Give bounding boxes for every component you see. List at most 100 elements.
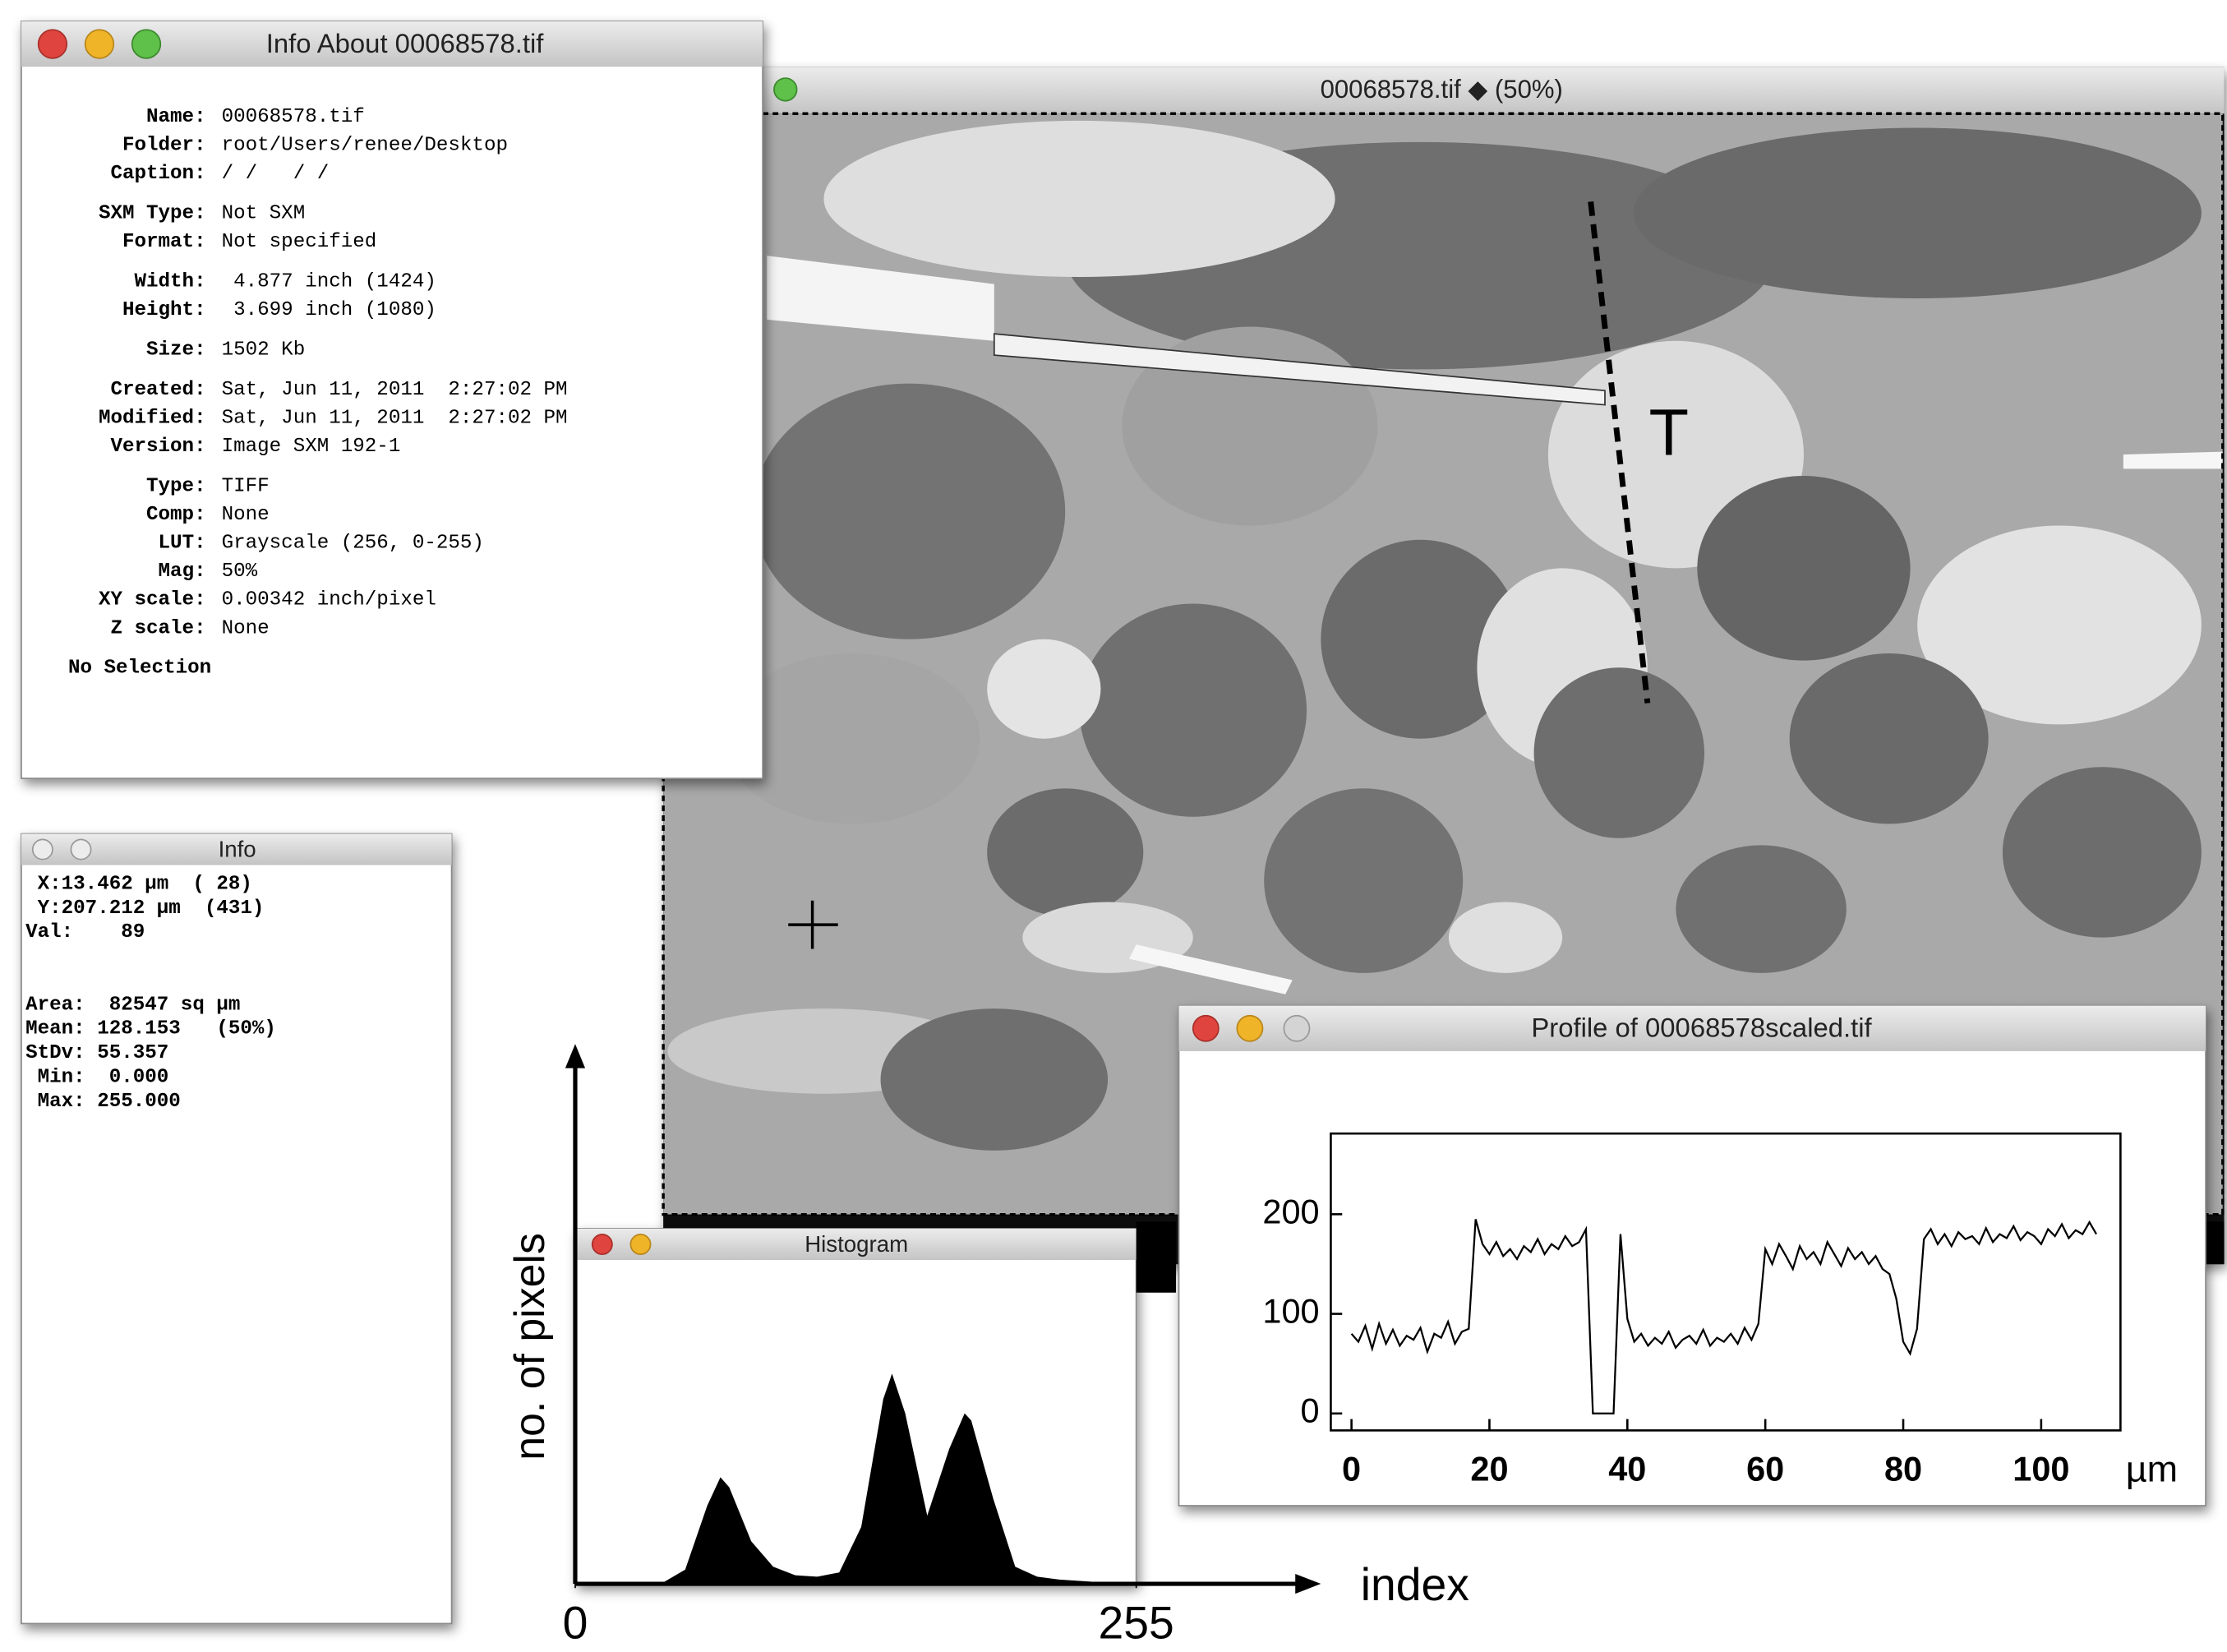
field-label: Width:	[135, 271, 206, 293]
field-label: LUT:	[159, 533, 206, 555]
grain	[753, 384, 1065, 639]
field-label: Z scale:	[110, 617, 205, 639]
field-value: 50%	[222, 561, 258, 583]
field-value: 0.00342 inch/pixel	[222, 589, 436, 611]
grain	[1264, 788, 1463, 973]
window-title: Profile of 00068578scaled.tif	[1531, 1013, 1872, 1043]
x-tick-label: 80	[1884, 1449, 1922, 1488]
field-label: Folder:	[122, 135, 206, 157]
grain	[1790, 653, 1989, 824]
field-value: Image SXM 192-1	[222, 436, 401, 458]
histogram-window: Histogram	[575, 1229, 1137, 1584]
field-value: 00068578.tif	[222, 106, 365, 128]
field-label: SXM Type:	[99, 203, 206, 225]
field-label: Comp:	[146, 504, 206, 526]
x-axis-label: index	[1361, 1559, 1470, 1610]
x-tick-label: 20	[1470, 1449, 1508, 1488]
window-edge	[2206, 1221, 2224, 1264]
field-label: Caption:	[110, 163, 205, 185]
window-title: Info	[219, 837, 256, 862]
x-tick-label: 0	[563, 1598, 588, 1649]
y-tick-label: 200	[1262, 1192, 1319, 1230]
field-value: root/Users/renee/Desktop	[222, 135, 508, 157]
grain	[2123, 452, 2223, 469]
field-value: None	[222, 617, 270, 639]
field-label: Size:	[146, 339, 206, 362]
field-label: Version:	[110, 436, 205, 458]
window-button[interactable]	[33, 839, 53, 859]
window-edge	[1137, 1221, 1176, 1292]
grain	[987, 788, 1143, 916]
field-value: Not specified	[222, 231, 377, 253]
field-label: Mag:	[159, 561, 206, 583]
field-value: Sat, Jun 11, 2011 2:27:02 PM	[222, 379, 568, 401]
field-label: Modified:	[99, 408, 206, 430]
window-button[interactable]	[1193, 1016, 1219, 1041]
x-tick-label: 40	[1608, 1449, 1646, 1488]
info-about-window: Info About 00068578.tif Name: 00068578.tif…	[21, 21, 763, 778]
x-axis-arrow	[1295, 1574, 1321, 1594]
info-line: X:13.462 µm ( 28)	[25, 873, 252, 895]
grain	[1534, 667, 1704, 838]
field-value: Sat, Jun 11, 2011 2:27:02 PM	[222, 408, 568, 430]
window-button[interactable]	[85, 30, 114, 58]
zoom-button[interactable]	[774, 78, 797, 101]
x-tick-label: 60	[1746, 1449, 1784, 1488]
field-value: TIFF	[222, 475, 270, 497]
y-tick-label: 0	[1301, 1391, 1320, 1430]
field-label: Name:	[146, 106, 206, 128]
window-button[interactable]	[1284, 1016, 1309, 1041]
grain	[1697, 476, 1910, 661]
field-label: XY scale:	[99, 589, 206, 611]
window-title: 00068578.tif ◆ (50%)	[1321, 75, 1563, 104]
window-button[interactable]	[630, 1234, 650, 1254]
info-line: Min: 0.000	[25, 1066, 168, 1088]
grain	[987, 639, 1100, 739]
window-button[interactable]	[592, 1234, 612, 1254]
field-label: Type:	[146, 475, 206, 497]
grain	[1634, 128, 2202, 298]
grain	[2003, 767, 2202, 937]
window-title: Info About 00068578.tif	[266, 28, 545, 58]
window-button[interactable]	[132, 30, 161, 58]
y-axis-label: no. of pixels	[505, 1233, 553, 1460]
x-unit-label: µm	[2126, 1447, 2178, 1489]
field-label: Format:	[122, 231, 206, 253]
info-line: StDv: 55.357	[25, 1042, 168, 1064]
x-tick-label: 100	[2013, 1449, 2069, 1488]
field-value: Grayscale (256, 0-255)	[222, 533, 484, 555]
field-value: Not SXM	[222, 203, 306, 225]
info-line: Area: 82547 sq µm	[25, 994, 240, 1016]
screenshot: 00068578.tif ◆ (50%)	[0, 0, 2227, 1652]
cursor-info-window: Info X:13.462 µm ( 28) Y:207.212 µm (431…	[21, 834, 452, 1624]
field-label: Created:	[110, 379, 205, 401]
window-button[interactable]	[1237, 1016, 1262, 1041]
info-line: Y:207.212 µm (431)	[25, 898, 264, 920]
field-value: 1502 Kb	[222, 339, 306, 362]
page: 00068578.tif ◆ (50%)	[0, 0, 2227, 1652]
grain	[881, 1008, 1109, 1151]
profile-annotation: T	[1648, 395, 1689, 468]
grain	[1080, 604, 1307, 817]
field-value: None	[222, 504, 270, 526]
window-frame	[21, 834, 452, 1624]
info-line: Val: 89	[25, 921, 145, 944]
window-frame	[575, 1229, 1137, 1584]
info-line: Max: 255.000	[25, 1091, 181, 1113]
y-tick-label: 100	[1262, 1292, 1319, 1331]
grain	[1676, 845, 1846, 973]
window-title: Histogram	[805, 1231, 908, 1257]
field-value: / / / /	[222, 163, 330, 185]
window-button[interactable]	[39, 30, 67, 58]
selection-status: No Selection	[68, 658, 211, 680]
info-line: Mean: 128.153 (50%)	[25, 1018, 276, 1041]
window-button[interactable]	[71, 839, 90, 859]
profile-window: Profile of 00068578scaled.tif 0 100 200 0 20 4…	[1179, 1006, 2206, 1506]
grain	[823, 121, 1335, 277]
x-tick-label: 0	[1342, 1449, 1361, 1488]
x-tick-label: 255	[1099, 1598, 1174, 1649]
grain	[1449, 902, 1562, 972]
y-axis-arrow	[565, 1044, 585, 1068]
field-value: 3.699 inch (1080)	[222, 299, 436, 321]
field-value: 4.877 inch (1424)	[222, 271, 436, 293]
